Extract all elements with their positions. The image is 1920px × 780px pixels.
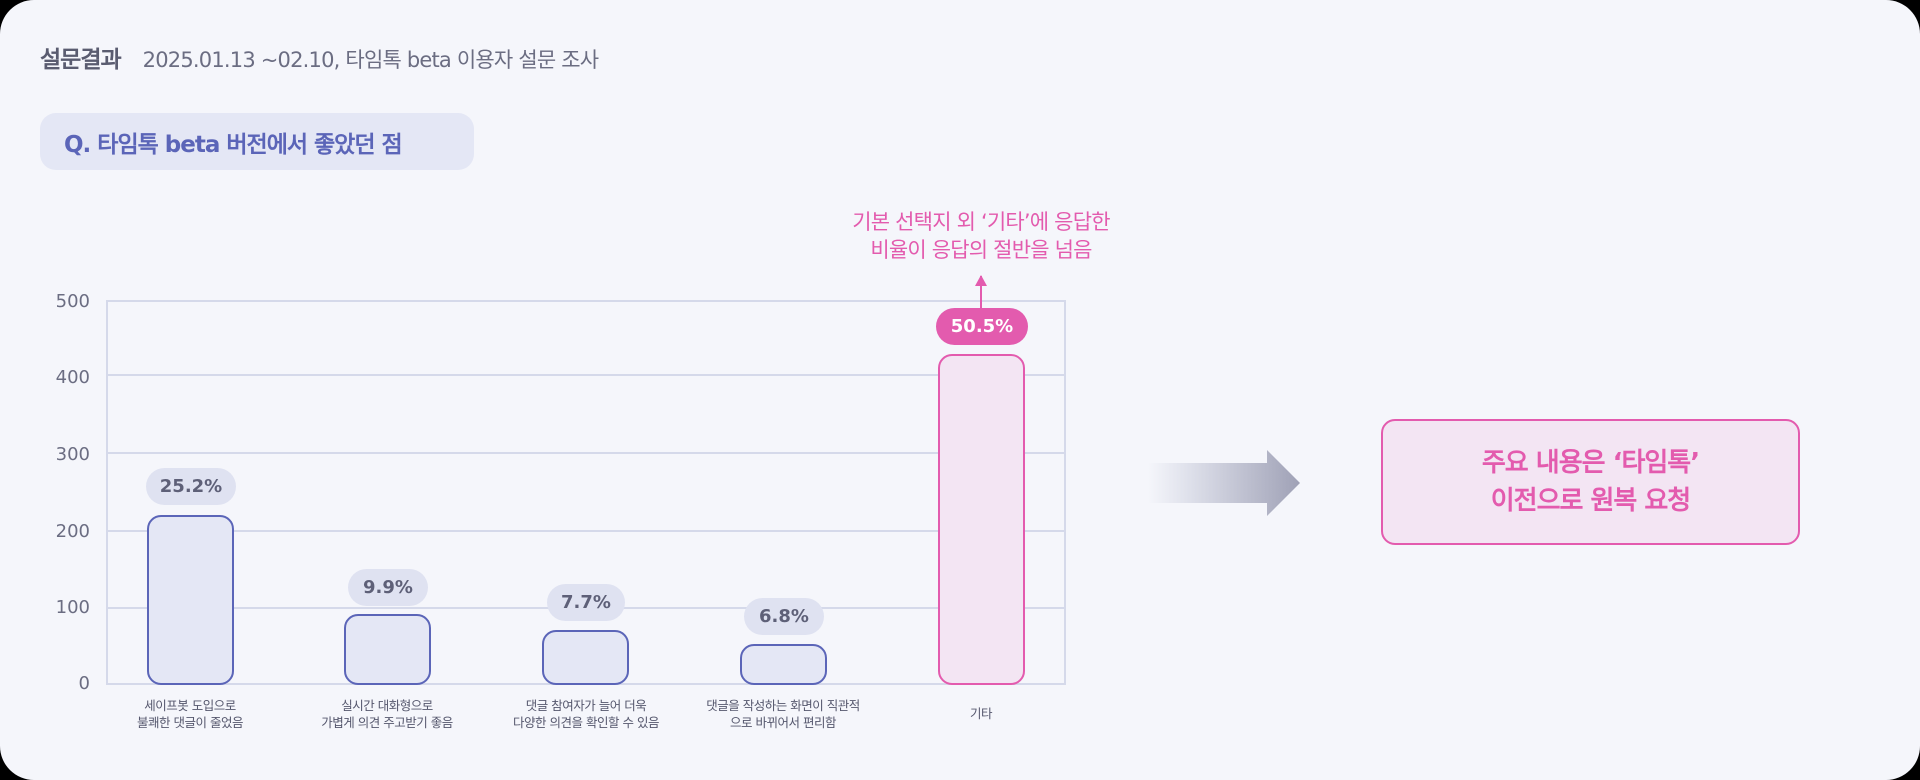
y-tick: 500 — [55, 291, 90, 312]
bar-more-participants — [542, 630, 629, 685]
y-tick: 0 — [78, 673, 90, 694]
y-tick: 300 — [55, 444, 90, 465]
percent-pill: 6.8% — [744, 598, 824, 635]
conclusion-line2: 이전으로 원복 요청 — [1490, 486, 1691, 516]
gridline — [107, 530, 1065, 532]
y-tick: 200 — [55, 521, 90, 542]
question-label: Q. 타임톡 beta 버전에서 좋았던 점 — [64, 131, 403, 158]
percent-pill: 25.2% — [146, 468, 236, 505]
percent-pill: 9.9% — [348, 569, 428, 606]
conclusion-line1: 주요 내용은 ‘타임톡’ — [1481, 448, 1700, 478]
x-label: 댓글 참여자가 늘어 더욱 다양한 의견을 확인할 수 있음 — [513, 698, 659, 730]
arrow-up-icon — [975, 275, 987, 286]
bar-realtime-chat — [344, 614, 431, 685]
y-tick: 400 — [55, 367, 90, 388]
chart-right-border — [1064, 300, 1066, 685]
header: 설문결과 2025.01.13 ~02.10, 타임톡 beta 이용자 설문 … — [40, 40, 599, 74]
bar-safebot — [147, 515, 234, 685]
conclusion-box: 주요 내용은 ‘타임톡’ 이전으로 원복 요청 — [1381, 419, 1800, 545]
x-label: 세이프봇 도입으로 불쾌한 댓글이 줄었음 — [137, 698, 243, 730]
page-subtitle: 2025.01.13 ~02.10, 타임톡 beta 이용자 설문 조사 — [142, 48, 599, 72]
question-badge: Q. 타임톡 beta 버전에서 좋았던 점 — [40, 113, 474, 170]
x-label: 댓글을 작성하는 화면이 직관적 으로 바뀌어서 편리함 — [706, 698, 860, 730]
chart-annotation: 기본 선택지 외 ‘기타’에 응답한 비율이 응답의 절반을 넘음 — [852, 210, 1110, 262]
y-axis-line — [106, 300, 108, 685]
gridline — [107, 452, 1065, 454]
arrow-right-icon — [1148, 450, 1300, 516]
y-tick: 100 — [55, 597, 90, 618]
page-title: 설문결과 — [40, 47, 122, 73]
percent-pill-highlight: 50.5% — [936, 308, 1028, 345]
percent-pill: 7.7% — [547, 584, 625, 621]
bar-chart: 500 400 300 200 100 0 25.2% 9.9% 7.7% 6.… — [55, 210, 1111, 730]
bar-intuitive-ui — [740, 644, 827, 685]
bar-other — [938, 354, 1025, 685]
annotation-arrow-line — [980, 276, 982, 309]
gridline — [107, 374, 1065, 376]
gridline — [107, 300, 1065, 302]
x-label: 실시간 대화형으로 가볍게 의견 주고받기 좋음 — [321, 698, 453, 730]
x-label: 기타 — [969, 706, 993, 721]
